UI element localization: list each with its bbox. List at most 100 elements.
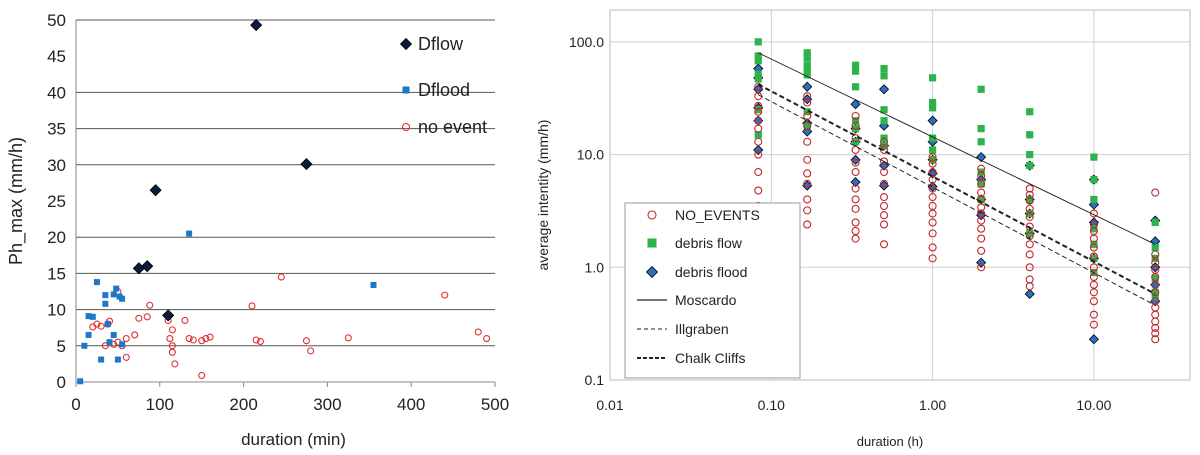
left-point-circle [189,336,197,344]
left-legend-label: Dflow [418,34,464,54]
right-point-square [803,71,811,79]
right-point-square [851,117,860,125]
left-point-diamond [162,309,175,322]
left-point-square [102,292,109,299]
right-point-circle [1025,196,1034,205]
left-x-tick-label: 100 [146,395,174,414]
right-point-diamond [802,126,813,137]
right-point-square [1026,161,1034,170]
right-point-circle [1151,297,1160,306]
right-point-circle [977,171,986,180]
right-legend-label: Illgraben [675,321,729,337]
right-point-circle [754,107,763,116]
left-point-square [93,279,100,286]
right-x-axis-label: duration (h) [857,434,923,449]
right-point-circle [977,246,986,255]
right-point-square [929,74,937,82]
left-point-square [98,356,105,363]
left-point-diamond [250,19,263,32]
right-point-diamond [878,84,890,95]
right-point-circle [754,116,763,125]
right-point-circle [879,157,889,166]
right-point-circle [1151,310,1160,319]
right-point-circle [928,229,937,238]
left-point-circle [248,302,256,310]
right-point-circle [1151,323,1160,332]
right-point-circle [803,220,812,229]
right-point-circle [851,168,860,177]
right-point-square [803,122,811,130]
right-point-square [929,146,937,154]
right-point-circle [851,226,860,236]
right-point-circle [851,204,860,213]
left-x-tick-label: 300 [313,395,341,414]
left-point-circle [181,316,189,325]
right-point-circle [803,206,812,215]
left-point-circle [135,314,143,322]
right-point-square [929,134,937,142]
left-point-circle [93,320,101,328]
left-x-tick-label: 0 [71,395,80,414]
right-point-circle [928,159,937,168]
left-legend-label: Dflood [418,80,470,100]
left-point-square [81,342,88,349]
left-point-square [104,321,111,328]
left-y-tick-label: 45 [47,47,66,66]
left-point-diamond [149,184,162,197]
right-point-square [1151,243,1159,252]
right-point-square [851,67,860,75]
left-legend-marker [402,86,410,94]
right-point-square [1090,225,1098,233]
right-point-circle [1151,250,1160,259]
right-point-square [1090,254,1098,262]
left-y-tick-label: 15 [47,264,66,283]
right-point-diamond [1088,334,1099,345]
right-point-circle [851,234,860,243]
left-point-circle [89,323,97,331]
right-legend-marker [645,265,659,279]
right-point-diamond [850,99,861,110]
right-point-circle [1025,190,1034,199]
right-point-circle [1025,275,1034,284]
left-y-tick-label: 10 [47,301,66,320]
right-point-square [754,75,762,83]
right-point-circle [803,121,812,130]
right-point-square [977,138,985,146]
right-point-circle [1025,204,1034,213]
right-point-square [977,125,985,133]
left-point-square [89,313,96,320]
right-plot-area [753,38,1161,345]
left-point-circle [97,322,105,330]
right-point-circle [928,254,937,263]
left-x-tick-label: 400 [397,395,425,414]
right-point-square [1090,195,1098,204]
right-point-circle [1151,272,1160,282]
right-point-circle [754,137,763,146]
left-point-circle [146,301,154,309]
right-point-circle [851,184,860,193]
left-point-circle [168,348,176,356]
right-point-circle [851,218,860,227]
right-chart: 0.1 1.0 10.0 100.0 0.01 0.10 1.00 10.00 duration… [535,9,1191,449]
right-legend-label: Moscardo [675,292,737,308]
right-plot-frame [609,9,1191,381]
right-x-tick-label: 10.00 [1076,397,1111,413]
right-point-circle [803,111,812,121]
left-point-circle [202,335,210,343]
left-point-square [114,356,121,363]
left-point-circle [122,353,130,361]
right-point-square [977,195,985,204]
left-y-tick-label: 50 [47,11,66,30]
right-point-square [803,49,811,57]
right-point-circle [1025,222,1034,231]
right-point-square [1026,229,1034,237]
left-point-square [119,341,126,348]
right-point-circle [754,150,763,159]
right-point-circle [879,193,889,202]
left-point-square [113,285,120,292]
right-point-circle [879,179,889,188]
right-trend-line [758,52,1156,245]
right-point-square [880,106,888,114]
